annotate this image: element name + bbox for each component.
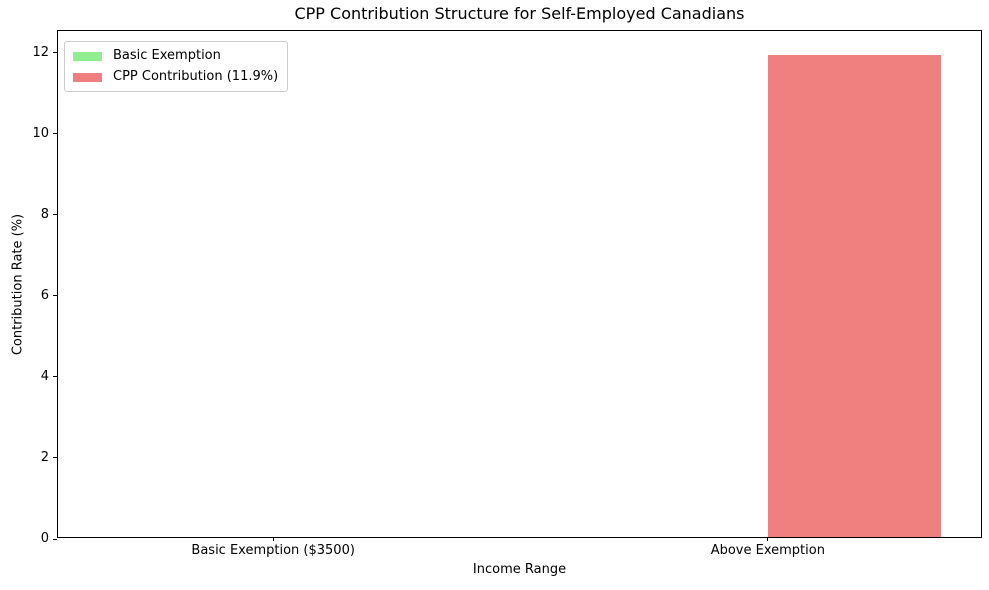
- y-tick-label: 10: [32, 125, 49, 141]
- y-tick-mark: [53, 133, 57, 135]
- legend-label: CPP Contribution (11.9%): [113, 69, 279, 84]
- y-tick-label: 12: [32, 44, 49, 60]
- x-tick-mark: [272, 537, 274, 541]
- bar-cpp-contribution-11-9: [767, 54, 941, 537]
- legend-entry: Basic Exemption: [73, 48, 278, 64]
- y-tick-label: 2: [40, 449, 49, 465]
- y-axis-label: Contribution Rate (%): [10, 213, 26, 356]
- y-tick-label: 4: [40, 368, 49, 384]
- y-tick-label: 8: [40, 206, 49, 222]
- x-tick-label: Basic Exemption ($3500): [191, 543, 355, 558]
- plot-area: 0 2 4 6 8 10 12 Basic Exemption ($3500) Above E…: [32, 30, 982, 558]
- y-tick-label: 6: [40, 287, 49, 303]
- x-axis-label: Income Range: [472, 562, 567, 577]
- legend-label: Basic Exemption: [113, 48, 221, 63]
- legend-swatch-cpp-contribution: [73, 72, 102, 82]
- legend: Basic Exemption CPP Contribution (11.9%): [64, 41, 289, 92]
- y-tick-label: 0: [40, 531, 49, 546]
- chart-title: CPP Contribution Structure for Self-Empl…: [294, 4, 745, 23]
- y-tick-mark: [53, 295, 57, 297]
- legend-entry: CPP Contribution (11.9%): [73, 69, 278, 85]
- y-tick-mark: [53, 376, 57, 378]
- x-tick-label: Above Exemption: [710, 543, 825, 558]
- x-tick-mark: [767, 537, 769, 541]
- y-tick-mark: [53, 457, 57, 459]
- y-tick-mark: [53, 538, 57, 540]
- y-tick-mark: [53, 214, 57, 216]
- y-tick-mark: [53, 52, 57, 54]
- legend-swatch-basic-exemption: [73, 51, 102, 61]
